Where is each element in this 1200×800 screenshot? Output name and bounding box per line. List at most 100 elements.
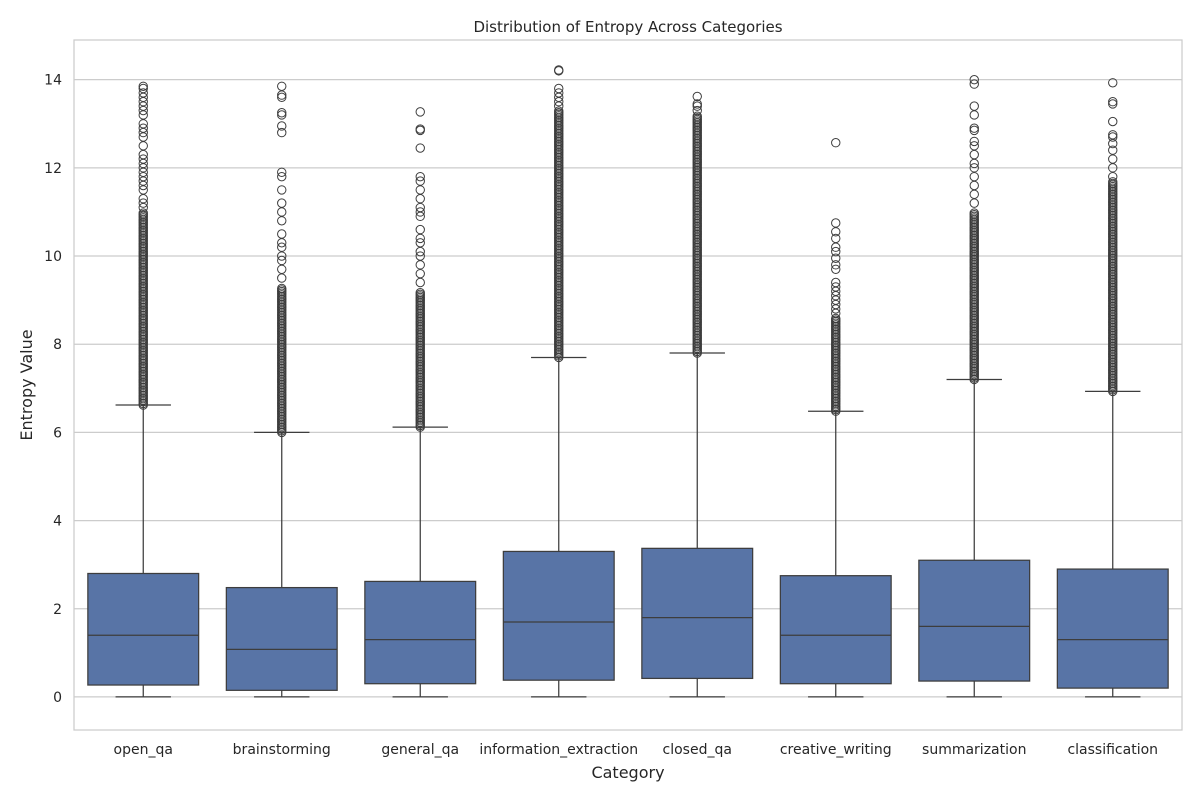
- outlier-point: [831, 233, 841, 244]
- iqr-box: [225, 586, 338, 691]
- outlier-point: [831, 313, 841, 324]
- outlier-point: [692, 101, 702, 111]
- outlier-point: [415, 260, 425, 270]
- box-information_extraction: [502, 65, 615, 698]
- iqr-box: [364, 580, 477, 685]
- outlier-point: [277, 255, 287, 266]
- outlier-point: [277, 127, 287, 138]
- outlier-point: [277, 216, 287, 226]
- outlier-point: [138, 123, 148, 133]
- outlier-point: [1108, 116, 1118, 127]
- outlier-point: [831, 138, 841, 148]
- iqr-box: [1056, 568, 1169, 689]
- outlier-point: [554, 88, 564, 98]
- iqr-box: [87, 572, 200, 686]
- outlier-point: [831, 227, 841, 237]
- plot-frame: [73, 39, 1183, 731]
- outlier-point: [554, 83, 564, 94]
- outlier-point: [138, 198, 148, 208]
- outlier-point: [1108, 78, 1118, 88]
- outlier-point: [831, 246, 841, 257]
- outlier-point: [1108, 138, 1118, 149]
- outlier-point: [415, 288, 425, 298]
- outlier-point: [831, 218, 841, 228]
- outlier-point: [415, 143, 425, 153]
- outlier-point: [831, 253, 841, 263]
- outlier-point: [1108, 177, 1118, 187]
- outlier-point: [415, 124, 425, 134]
- box-general_qa: [364, 107, 477, 698]
- outlier-point: [138, 141, 148, 151]
- y-tick-label: 14: [44, 73, 62, 89]
- y-tick-label: 6: [53, 425, 62, 441]
- outlier-point: [277, 264, 287, 274]
- x-tick-label: classification: [1067, 742, 1158, 758]
- y-tick-label: 0: [53, 690, 62, 706]
- outlier-point: [554, 65, 564, 75]
- outlier-point: [692, 99, 702, 109]
- outlier-point: [415, 171, 425, 182]
- outlier-point: [277, 81, 287, 91]
- outlier-point: [1108, 99, 1118, 109]
- outlier-point: [969, 198, 979, 208]
- outlier-point: [969, 141, 979, 151]
- y-tick-label: 2: [53, 602, 62, 618]
- outlier-point: [277, 283, 287, 294]
- outlier-point: [277, 229, 287, 239]
- iqr-box: [918, 559, 1031, 682]
- outlier-point: [969, 79, 979, 89]
- x-tick-label: open_qa: [114, 742, 173, 758]
- outlier-point: [277, 90, 287, 100]
- outlier-point: [277, 185, 287, 195]
- box-classification: [1056, 78, 1169, 698]
- y-axis-label: Entropy Value: [17, 329, 36, 440]
- outlier-point: [415, 185, 425, 195]
- x-tick-label: closed_qa: [663, 742, 732, 758]
- box-brainstorming: [225, 81, 338, 698]
- outlier-point: [277, 110, 287, 120]
- outlier-point: [1108, 97, 1118, 107]
- outlier-point: [138, 81, 148, 91]
- box-summarization: [918, 74, 1031, 698]
- outlier-point: [969, 101, 979, 111]
- box-open_qa: [87, 81, 200, 698]
- tick-labels: 0 2 4 6 8 10 12 14 open_qa brainstorming general_q…: [44, 73, 1158, 758]
- outlier-point: [138, 154, 148, 164]
- iqr-box: [502, 550, 615, 681]
- outlier-point: [1108, 130, 1118, 140]
- x-tick-label: information_extraction: [479, 742, 638, 758]
- outlier-point: [969, 123, 979, 133]
- outlier-point: [969, 74, 979, 85]
- chart-title: Distribution of Entropy Across Categorie…: [473, 18, 782, 36]
- outlier-point: [692, 111, 702, 121]
- box-closed_qa: [641, 91, 754, 698]
- outlier-point: [969, 125, 979, 136]
- outlier-point: [692, 105, 702, 116]
- outlier-point: [415, 251, 425, 261]
- outlier-point: [415, 238, 425, 248]
- outlier-point: [969, 208, 979, 218]
- y-tick-label: 4: [53, 514, 62, 530]
- outlier-point: [969, 189, 979, 200]
- outlier-point: [831, 260, 841, 270]
- boxes: [87, 65, 1169, 698]
- iqr-box: [779, 575, 892, 685]
- outlier-point: [138, 208, 148, 218]
- outlier-point: [969, 171, 979, 182]
- outlier-point: [277, 92, 287, 103]
- x-tick-label: summarization: [922, 742, 1026, 758]
- outlier-point: [415, 207, 425, 217]
- outlier-point: [415, 224, 425, 235]
- outlier-point: [138, 83, 148, 94]
- outlier-point: [831, 282, 841, 292]
- outlier-point: [1108, 132, 1118, 142]
- outlier-point: [969, 149, 979, 160]
- box-creative_writing: [779, 138, 892, 698]
- outlier-point: [415, 277, 425, 288]
- outlier-point: [277, 207, 287, 217]
- outlier-point: [277, 242, 287, 252]
- outlier-point: [277, 198, 287, 208]
- x-tick-label: brainstorming: [233, 742, 331, 758]
- outlier-point: [692, 91, 702, 102]
